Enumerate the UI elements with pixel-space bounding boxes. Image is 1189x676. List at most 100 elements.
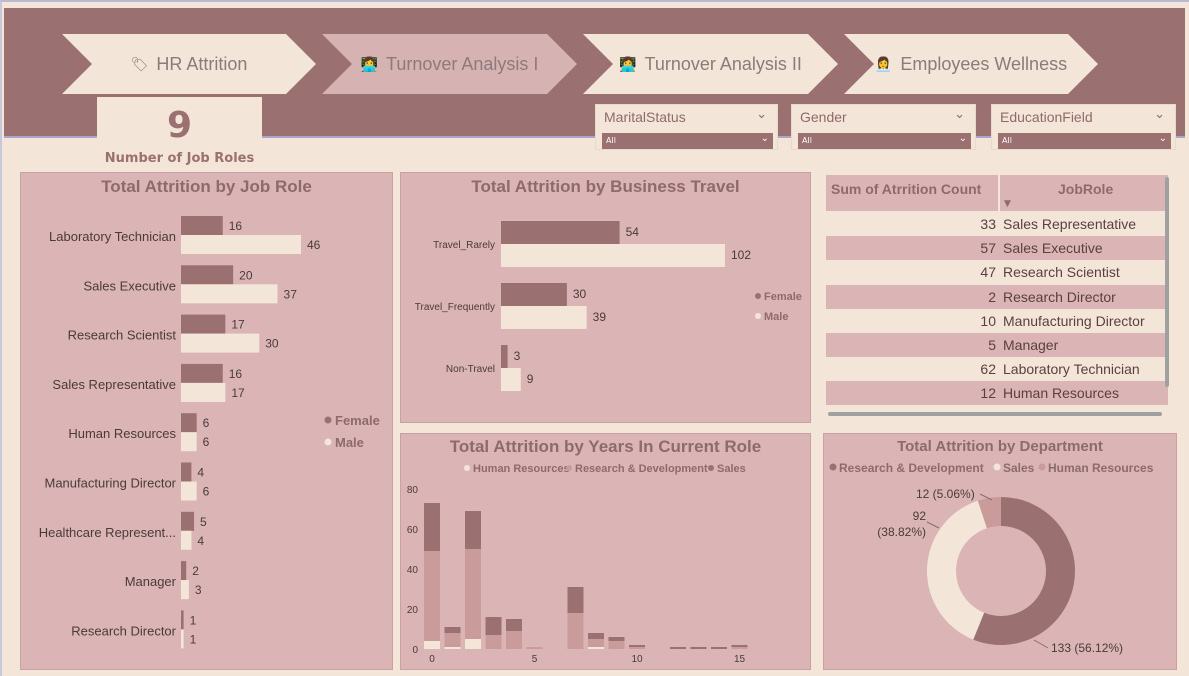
x-tick-label: 10 (631, 654, 643, 665)
data-label: 20 (239, 268, 253, 282)
bar-segment (485, 635, 502, 649)
cell-jobrole: Human Resources (1003, 385, 1119, 402)
bar-female (181, 561, 187, 581)
slicer-gender[interactable]: Gender ⌄ All ⌄ (791, 104, 976, 150)
bar-segment (506, 619, 522, 631)
leader-line (926, 521, 940, 529)
bar-female (501, 221, 620, 244)
bar-male (181, 432, 197, 452)
bar-segment (424, 551, 440, 641)
bar-female (181, 413, 197, 433)
years-in-role-chart: 0 20 40 60 80 0 5 10 15 Human Resources Research &… (407, 463, 748, 665)
data-label: 46 (307, 238, 321, 252)
legend-label: Research & Development (575, 463, 708, 475)
slicer-education-field[interactable]: EducationField ⌄ All ⌄ (991, 104, 1176, 150)
bar-male (181, 333, 260, 353)
data-label: 39 (593, 310, 607, 324)
table-vertical-scrollbar[interactable] (1165, 177, 1169, 387)
data-label: 17 (231, 386, 245, 400)
slicer-dropdown[interactable]: All ⌄ (998, 133, 1171, 149)
bar-male (181, 629, 184, 649)
table-header-jobrole[interactable]: JobRole (1000, 175, 1168, 211)
table-row[interactable]: 5 Manager (826, 333, 1168, 357)
leader-line (1033, 639, 1049, 649)
cell-attrition-count: 5 (988, 337, 996, 353)
slicer-title: MaritalStatus (604, 109, 686, 125)
legend-marker (566, 465, 572, 471)
y-tick-label: 20 (407, 605, 419, 616)
bar-segment (465, 511, 481, 549)
leader-line (979, 493, 993, 501)
cell-attrition-count: 12 (980, 385, 996, 402)
bar-segment (526, 647, 543, 649)
tab-label: Employees Wellness (900, 53, 1068, 74)
bar-female (181, 511, 195, 531)
cell-attrition-count: 33 (980, 216, 996, 232)
data-label: 133 (56.12%) (1051, 641, 1123, 655)
tab-hr-attrition[interactable]: 🏷 HR Attrition (62, 34, 316, 94)
cell-attrition-count: 10 (980, 312, 996, 329)
legend-marker-male (324, 438, 332, 446)
tag-icon: 🏷 (130, 55, 149, 72)
chart-title: Total Attrition by Job Role (101, 177, 312, 196)
table-horizontal-scrollbar[interactable] (828, 412, 1162, 416)
bar-female (181, 314, 226, 334)
tab-label: Turnover Analysis II (644, 53, 802, 74)
slicer-dropdown[interactable]: All ⌄ (602, 133, 773, 149)
chart-title: Total Attrition by Department (897, 438, 1103, 455)
table-row[interactable]: 57 Sales Executive (826, 236, 1168, 261)
chevron-down-icon: ⌄ (958, 133, 967, 144)
table-row[interactable]: 62 Laboratory Technician (826, 357, 1168, 382)
table-row[interactable]: 47 Research Scientist (826, 260, 1168, 285)
table-row[interactable]: 33 Sales Representative (826, 212, 1168, 236)
chart-title: Total Attrition by Years In Current Role (449, 437, 762, 456)
legend-marker (1038, 463, 1046, 471)
category-label: Sales Executive (84, 278, 177, 293)
legend-label: Male (335, 435, 364, 450)
sort-desc-icon[interactable]: ▼ (1004, 199, 1011, 209)
bar-segment (588, 639, 604, 647)
legend-marker (829, 463, 837, 471)
data-label: 30 (265, 337, 279, 351)
data-label: 54 (626, 225, 640, 239)
tab-turnover-analysis-1[interactable]: 👩‍💻 Turnover Analysis I (322, 34, 577, 94)
legend-label: Human Resources (1048, 461, 1154, 475)
bar-segment (444, 627, 461, 633)
cell-attrition-count: 47 (980, 264, 996, 281)
bar-segment (444, 647, 461, 649)
donut-slice (977, 497, 1001, 529)
x-tick-label: 5 (532, 654, 538, 665)
kpi-label: Number of Job Roles (104, 151, 255, 166)
category-label: Research Director (71, 623, 176, 638)
tab-employees-wellness[interactable]: 👩‍💼 Employees Wellness (844, 34, 1098, 94)
chevron-down-icon[interactable]: ⌄ (954, 107, 965, 122)
legend-marker (464, 465, 470, 471)
cell-jobrole: Research Scientist (1003, 264, 1120, 281)
legend-marker (708, 465, 714, 471)
slicer-title: EducationField (1000, 109, 1093, 125)
tab-turnover-analysis-2[interactable]: 👩‍💻 Turnover Analysis II (583, 34, 838, 94)
bar-female (181, 216, 223, 235)
category-label: Manufacturing Director (45, 476, 177, 491)
table-header-count[interactable]: Sum of Atrrition Count (826, 175, 998, 211)
table-row[interactable]: 12 Human Resources (826, 381, 1168, 406)
business-travel-chart-panel: Total Attrition by Business Travel Trave… (400, 172, 811, 423)
data-label: 2 (192, 564, 199, 578)
slicer-marital-status[interactable]: MaritalStatus ⌄ All ⌄ (595, 104, 778, 150)
department-chart-panel: Total Attrition by Department 133 (56.12… (823, 433, 1177, 670)
bar-segment (731, 647, 748, 649)
slicer-dropdown[interactable]: All ⌄ (798, 133, 971, 149)
data-label: 6 (203, 435, 210, 449)
chevron-down-icon[interactable]: ⌄ (756, 107, 767, 122)
bar-segment (608, 637, 625, 641)
technologist-icon: 👩‍💻 (619, 55, 637, 72)
chevron-down-icon[interactable]: ⌄ (1154, 107, 1165, 122)
table-row[interactable]: 10 Manufacturing Director (826, 308, 1168, 333)
x-tick-label: 0 (429, 654, 435, 665)
bar-segment (506, 631, 522, 649)
category-label: Non-Travel (446, 364, 495, 375)
data-label: 6 (203, 485, 210, 499)
table-row[interactable]: 2 Research Director (826, 284, 1168, 309)
y-tick-label: 80 (407, 485, 419, 496)
